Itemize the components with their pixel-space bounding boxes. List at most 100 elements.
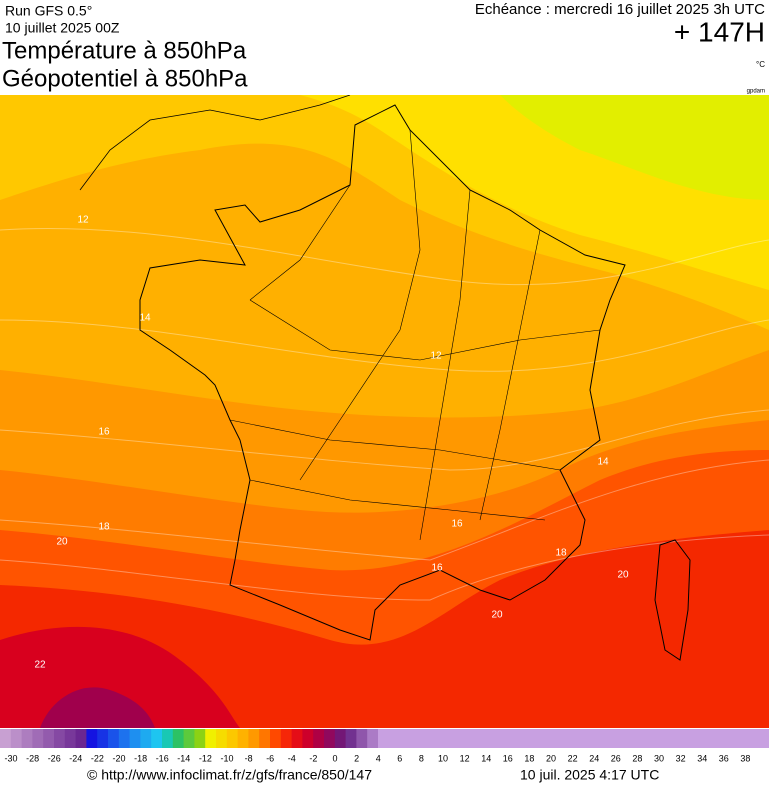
colorbar-cell bbox=[507, 729, 519, 748]
footer-url: © http://www.infoclimat.fr/z/gfs/france/… bbox=[87, 767, 372, 783]
contours bbox=[0, 227, 769, 601]
echeance: Echéance : mercredi 16 juillet 2025 3h U… bbox=[475, 1, 765, 18]
colorbar-cell bbox=[86, 729, 98, 748]
contour-label: 16 bbox=[451, 519, 463, 530]
colorbar-label: -24 bbox=[69, 753, 82, 763]
colorbar-cell bbox=[496, 729, 509, 748]
colorbar-cell bbox=[291, 729, 303, 748]
contour-label: 12 bbox=[77, 215, 89, 226]
horizon: + 147H bbox=[674, 16, 765, 47]
colorbar-cell bbox=[766, 729, 769, 748]
colorbar-label: 36 bbox=[719, 753, 729, 763]
subtitle: Géopotentiel à 850hPa bbox=[2, 65, 248, 92]
colorbar-cell bbox=[118, 729, 131, 748]
colorbar-label: -28 bbox=[26, 753, 39, 763]
colorbar-cell bbox=[302, 729, 314, 748]
colorbar-cell bbox=[216, 729, 228, 748]
colorbar-label: -18 bbox=[134, 753, 147, 763]
colorbar-cell bbox=[313, 729, 325, 748]
colorbar-cell bbox=[561, 729, 573, 748]
colorbar-cell bbox=[529, 729, 541, 748]
colorbar-cell bbox=[356, 729, 368, 748]
borders bbox=[79, 95, 691, 661]
colorbar-cell bbox=[345, 729, 357, 748]
colorbar-label: 14 bbox=[481, 753, 491, 763]
colorbar-label: 0 bbox=[332, 753, 337, 763]
colorbar-cell bbox=[745, 729, 757, 748]
colorbar-cell bbox=[583, 729, 595, 748]
colorbar-cell bbox=[637, 729, 649, 748]
colorbar-cell bbox=[626, 729, 638, 748]
colorbar-cell bbox=[594, 729, 606, 748]
colorbar-cell bbox=[172, 729, 185, 748]
colorbar-cell bbox=[378, 729, 390, 748]
colorbar-cell bbox=[97, 729, 109, 748]
colorbar-label: -10 bbox=[220, 753, 233, 763]
contour-label: 20 bbox=[56, 537, 68, 548]
colorbar-cell bbox=[367, 729, 379, 748]
map: 12 14 16 18 20 22 12 14 16 18 20 20 16 bbox=[0, 95, 769, 728]
contour-label: 16 bbox=[98, 427, 110, 438]
colorbar-label: 22 bbox=[568, 753, 578, 763]
run: Run GFS 0.5° bbox=[5, 3, 92, 19]
colorbar-label: 18 bbox=[524, 753, 534, 763]
colorbar-cell bbox=[21, 729, 33, 748]
colorbar-label: 30 bbox=[654, 753, 664, 763]
zone bbox=[500, 95, 769, 200]
colorbar-cell bbox=[183, 729, 195, 748]
colorbar-cell bbox=[486, 729, 498, 748]
contour-label: 22 bbox=[34, 660, 46, 671]
colorbar-cell bbox=[421, 729, 433, 748]
title: Température à 850hPa bbox=[2, 37, 247, 64]
colorbar-cell bbox=[691, 729, 703, 748]
colorbar-cell bbox=[734, 729, 746, 748]
colorbar-cell bbox=[399, 729, 411, 748]
colorbar-cell bbox=[464, 729, 476, 748]
colorbar-label: 4 bbox=[376, 753, 381, 763]
colorbar-cell bbox=[10, 729, 23, 748]
colorbar-label: 10 bbox=[438, 753, 448, 763]
colorbar-cell bbox=[680, 729, 692, 748]
colorbar-cell bbox=[572, 729, 584, 748]
colorbar-label: 24 bbox=[589, 753, 599, 763]
colorbar-label: 34 bbox=[697, 753, 707, 763]
colorbar-cell bbox=[702, 729, 714, 748]
colorbar-cell bbox=[658, 729, 671, 748]
colorbar-cell bbox=[324, 729, 336, 748]
colorbar-label: -12 bbox=[199, 753, 212, 763]
colorbar-cell bbox=[108, 729, 120, 748]
colorbar-cell bbox=[43, 729, 55, 748]
source-tag: gpdam bbox=[747, 89, 765, 95]
contour-label: 12 bbox=[430, 351, 442, 362]
unit: °C bbox=[756, 60, 765, 69]
colorbar-cell bbox=[540, 729, 552, 748]
contour-label: 16 bbox=[431, 563, 443, 574]
contour-labels: 12 14 16 18 20 22 12 14 16 18 20 20 16 bbox=[34, 215, 629, 671]
colorbar-cell bbox=[64, 729, 77, 748]
colorbar-cell bbox=[432, 729, 444, 748]
colorbar-cell bbox=[615, 729, 627, 748]
colorbar-label: 26 bbox=[611, 753, 621, 763]
colorbar-label: 20 bbox=[546, 753, 556, 763]
colorbar-cell bbox=[756, 729, 768, 748]
colorbar-cell bbox=[259, 729, 271, 748]
colorbar-label: -14 bbox=[177, 753, 190, 763]
colorbar-label: -26 bbox=[48, 753, 61, 763]
contour-label: 20 bbox=[617, 570, 629, 581]
colorbar-label: -8 bbox=[245, 753, 253, 763]
colorbar-label: -6 bbox=[266, 753, 274, 763]
footer-timestamp: 10 juil. 2025 4:17 UTC bbox=[520, 767, 659, 783]
colorbar-cell bbox=[32, 729, 44, 748]
colorbar: -30 -28 -26 -24 -22 -20 -18 -16 -14 -12 -10 -8 -6 -4-… bbox=[0, 729, 769, 763]
colorbar-label: 8 bbox=[419, 753, 424, 763]
colorbar-label: -20 bbox=[112, 753, 125, 763]
contour-label: 18 bbox=[98, 522, 110, 533]
contour-label: 18 bbox=[555, 548, 567, 559]
colorbar-label: -30 bbox=[4, 753, 17, 763]
colorbar-cell bbox=[388, 729, 401, 748]
colorbar-cell bbox=[270, 729, 282, 748]
colorbar-cell bbox=[410, 729, 422, 748]
colorbar-cell bbox=[723, 729, 735, 748]
colorbar-cell bbox=[140, 729, 152, 748]
